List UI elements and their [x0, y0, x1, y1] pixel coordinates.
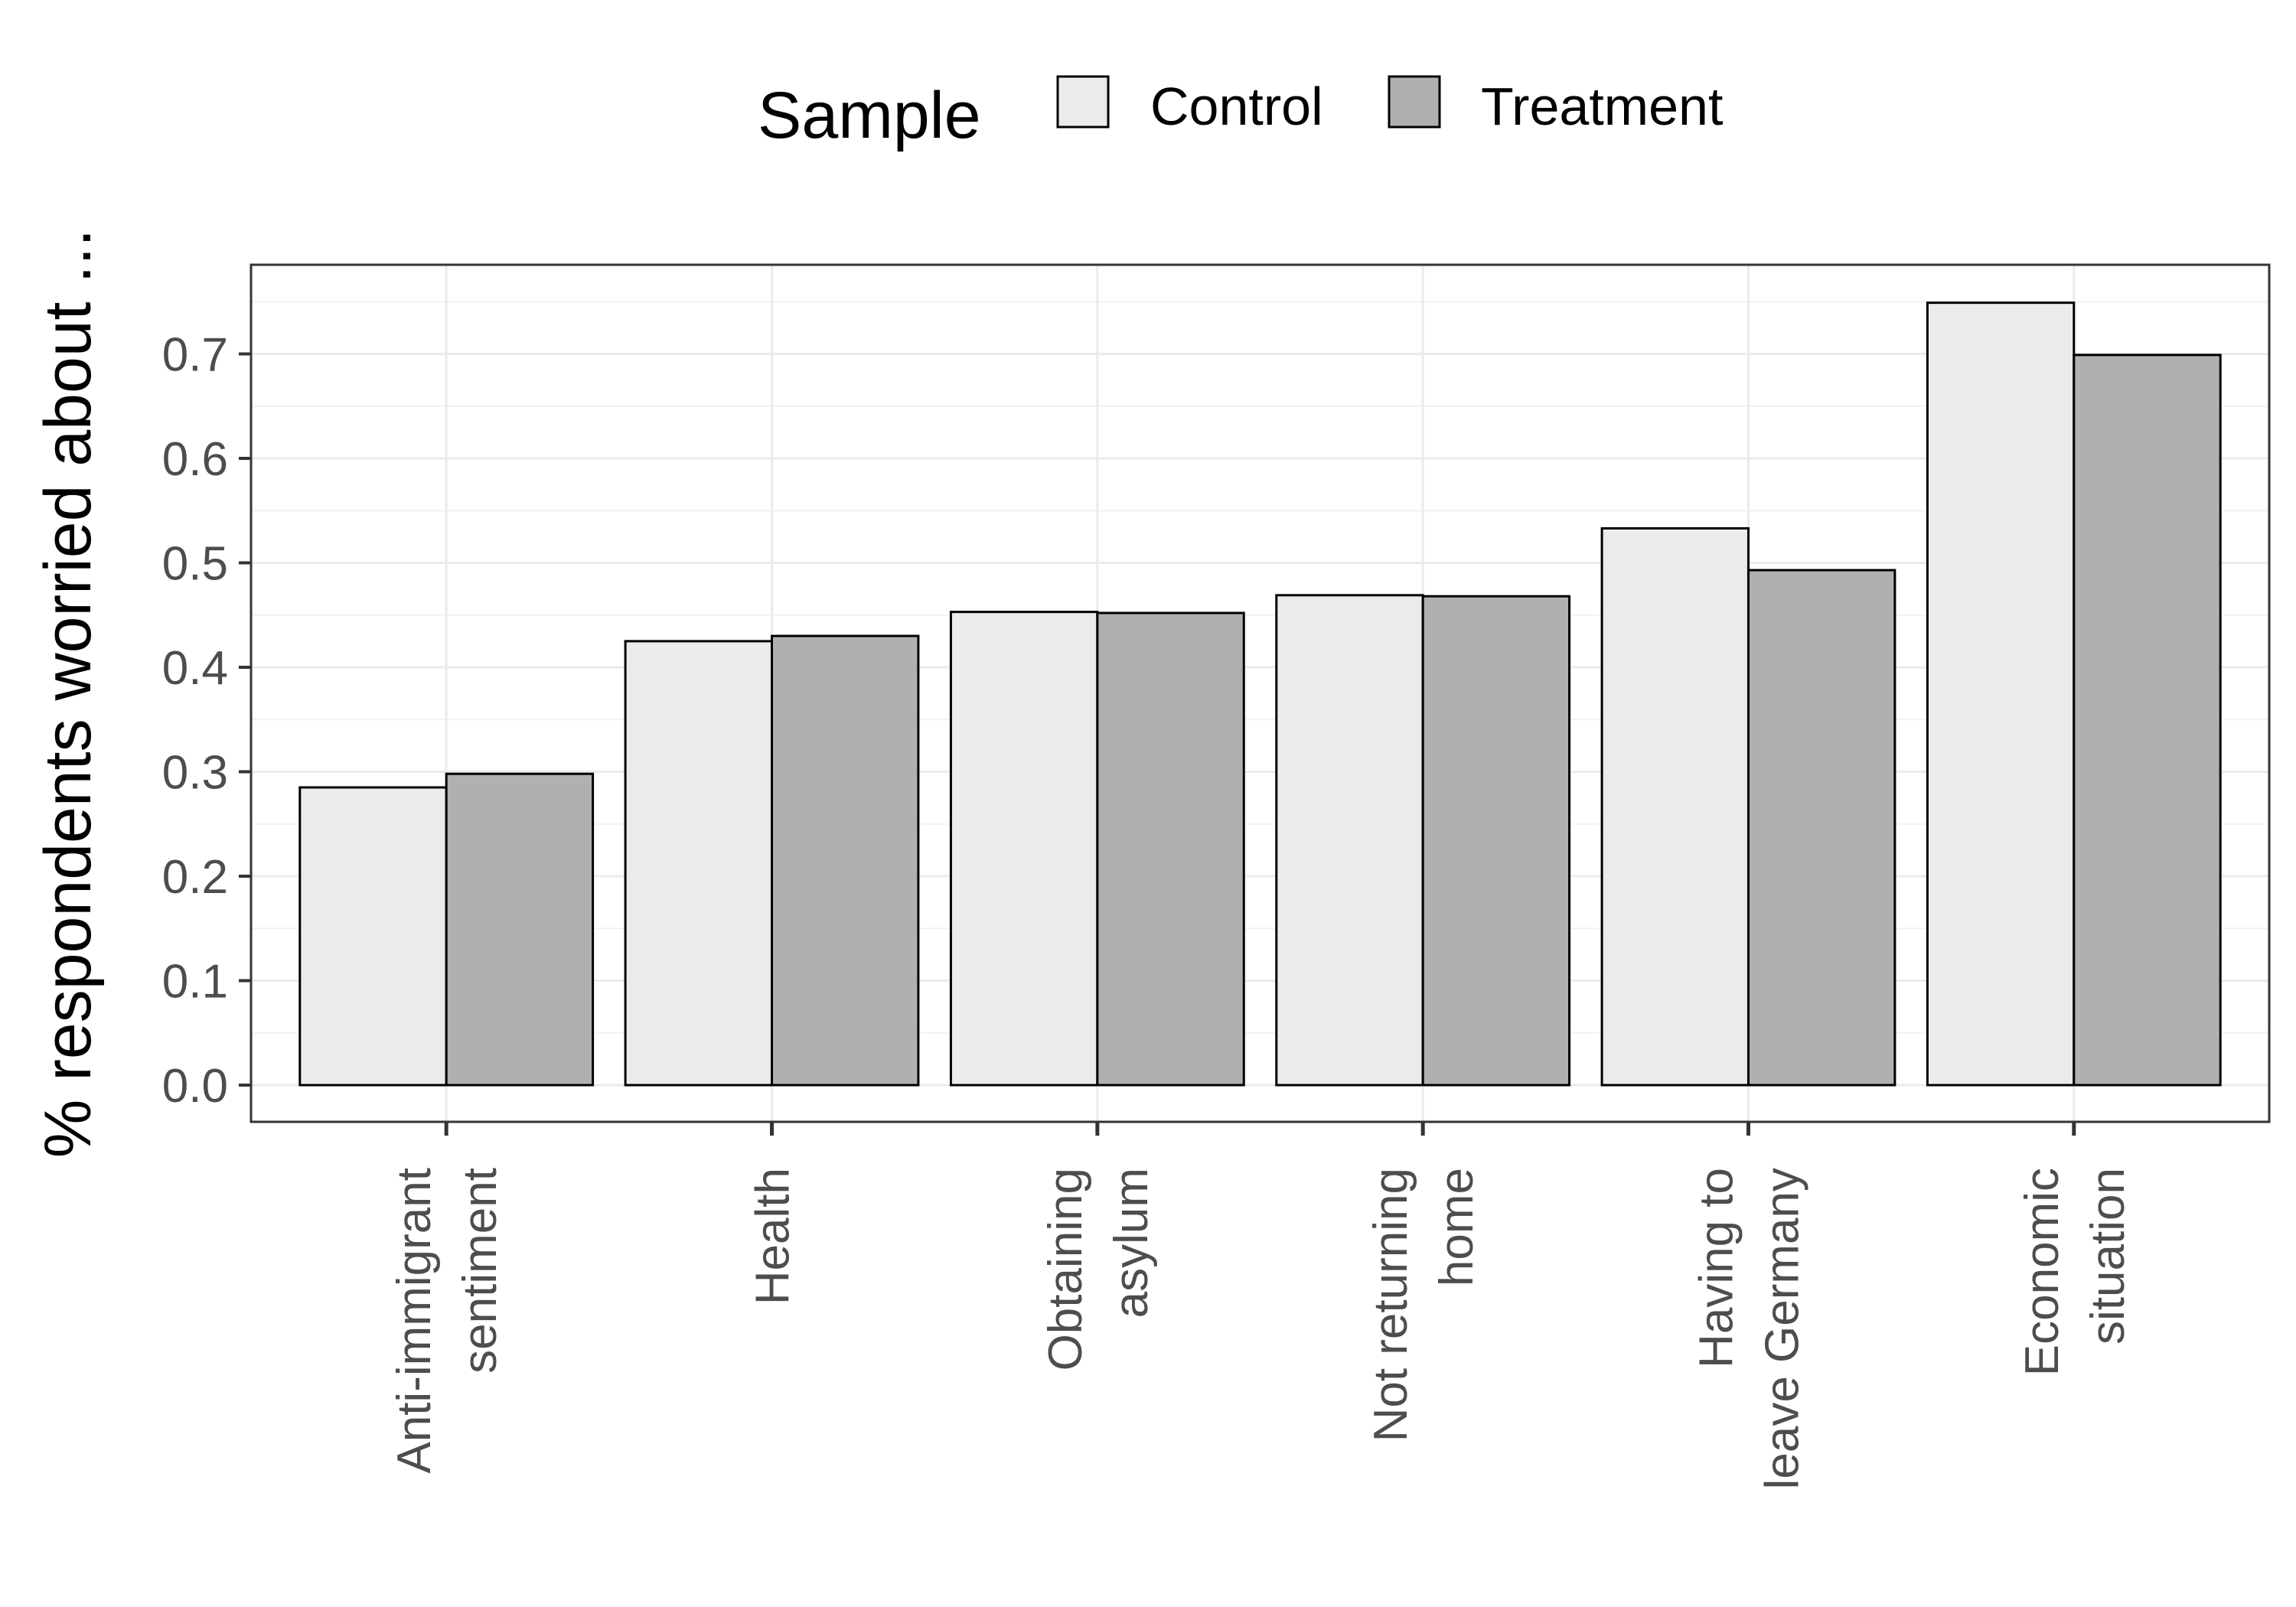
y-tick-label: 0.7: [162, 329, 228, 382]
x-tick-label-line: Anti-immigrant: [388, 1168, 441, 1474]
x-tick-label: Obtaining asylum: [1039, 1168, 1158, 1371]
y-tick-label: 0.4: [162, 642, 228, 695]
bar-treatment-4: [1746, 569, 1896, 1087]
bar-treatment-1: [771, 634, 920, 1087]
x-tick-label-line: Obtaining: [1039, 1168, 1092, 1371]
x-tick-label-line: Economic: [2016, 1168, 2069, 1376]
x-tick-label-line: sentiment: [454, 1168, 507, 1374]
y-tick-label: 0.3: [162, 747, 228, 800]
bar-treatment-2: [1096, 611, 1245, 1087]
y-axis: 0.0 0.1 0.2 0.3 0.4 0.5 0.6 0.7: [162, 329, 251, 1113]
x-tick-label: Health: [747, 1168, 800, 1305]
x-tick-label: Economic situation: [2016, 1168, 2135, 1376]
bar-control-2: [949, 611, 1099, 1087]
y-tick-label: 0.5: [162, 538, 228, 591]
x-axis: Anti-immigrant sentiment Health Obtaining as…: [388, 1122, 2135, 1489]
bars: [298, 302, 2222, 1087]
bar-control-1: [624, 640, 774, 1087]
bar-control-0: [298, 786, 448, 1087]
x-tick-label-line: home: [1430, 1168, 1483, 1286]
y-tick-label: 0.2: [162, 851, 228, 904]
x-tick-label-line: asylum: [1105, 1168, 1158, 1318]
x-tick-label-line: leave Germany: [1756, 1168, 1808, 1489]
legend-title: Sample: [758, 79, 981, 152]
x-tick-label-line: situation: [2082, 1168, 2135, 1345]
legend-label-control: Control: [1150, 77, 1323, 136]
y-tick-label: 0.6: [162, 433, 228, 486]
legend-key-control: [1056, 75, 1110, 129]
bar-control-4: [1600, 526, 1750, 1087]
bar-treatment-3: [1421, 595, 1571, 1087]
y-tick-label: 0.1: [162, 956, 228, 1009]
y-axis-title: % respondents worried about ...: [31, 229, 105, 1158]
legend: Sample Control Treatment: [758, 75, 1723, 152]
x-tick-label: Having to leave Germany: [1690, 1168, 1808, 1489]
x-tick-label: Not returning home: [1365, 1168, 1483, 1442]
y-tick-label: 0.0: [162, 1060, 228, 1113]
panel-border: [249, 263, 2271, 1123]
legend-label-treatment: Treatment: [1481, 77, 1723, 136]
bar-treatment-0: [445, 772, 595, 1087]
x-tick-label-line: Having to: [1690, 1168, 1743, 1368]
bar-control-3: [1275, 594, 1424, 1087]
bar-control-5: [1926, 302, 2076, 1087]
x-tick-label-line: Not returning: [1365, 1168, 1417, 1442]
x-tick-label-line: Health: [747, 1168, 800, 1305]
bar-treatment-5: [2073, 354, 2222, 1087]
x-tick-label: Anti-immigrant sentiment: [388, 1168, 507, 1474]
legend-key-treatment: [1388, 75, 1441, 129]
